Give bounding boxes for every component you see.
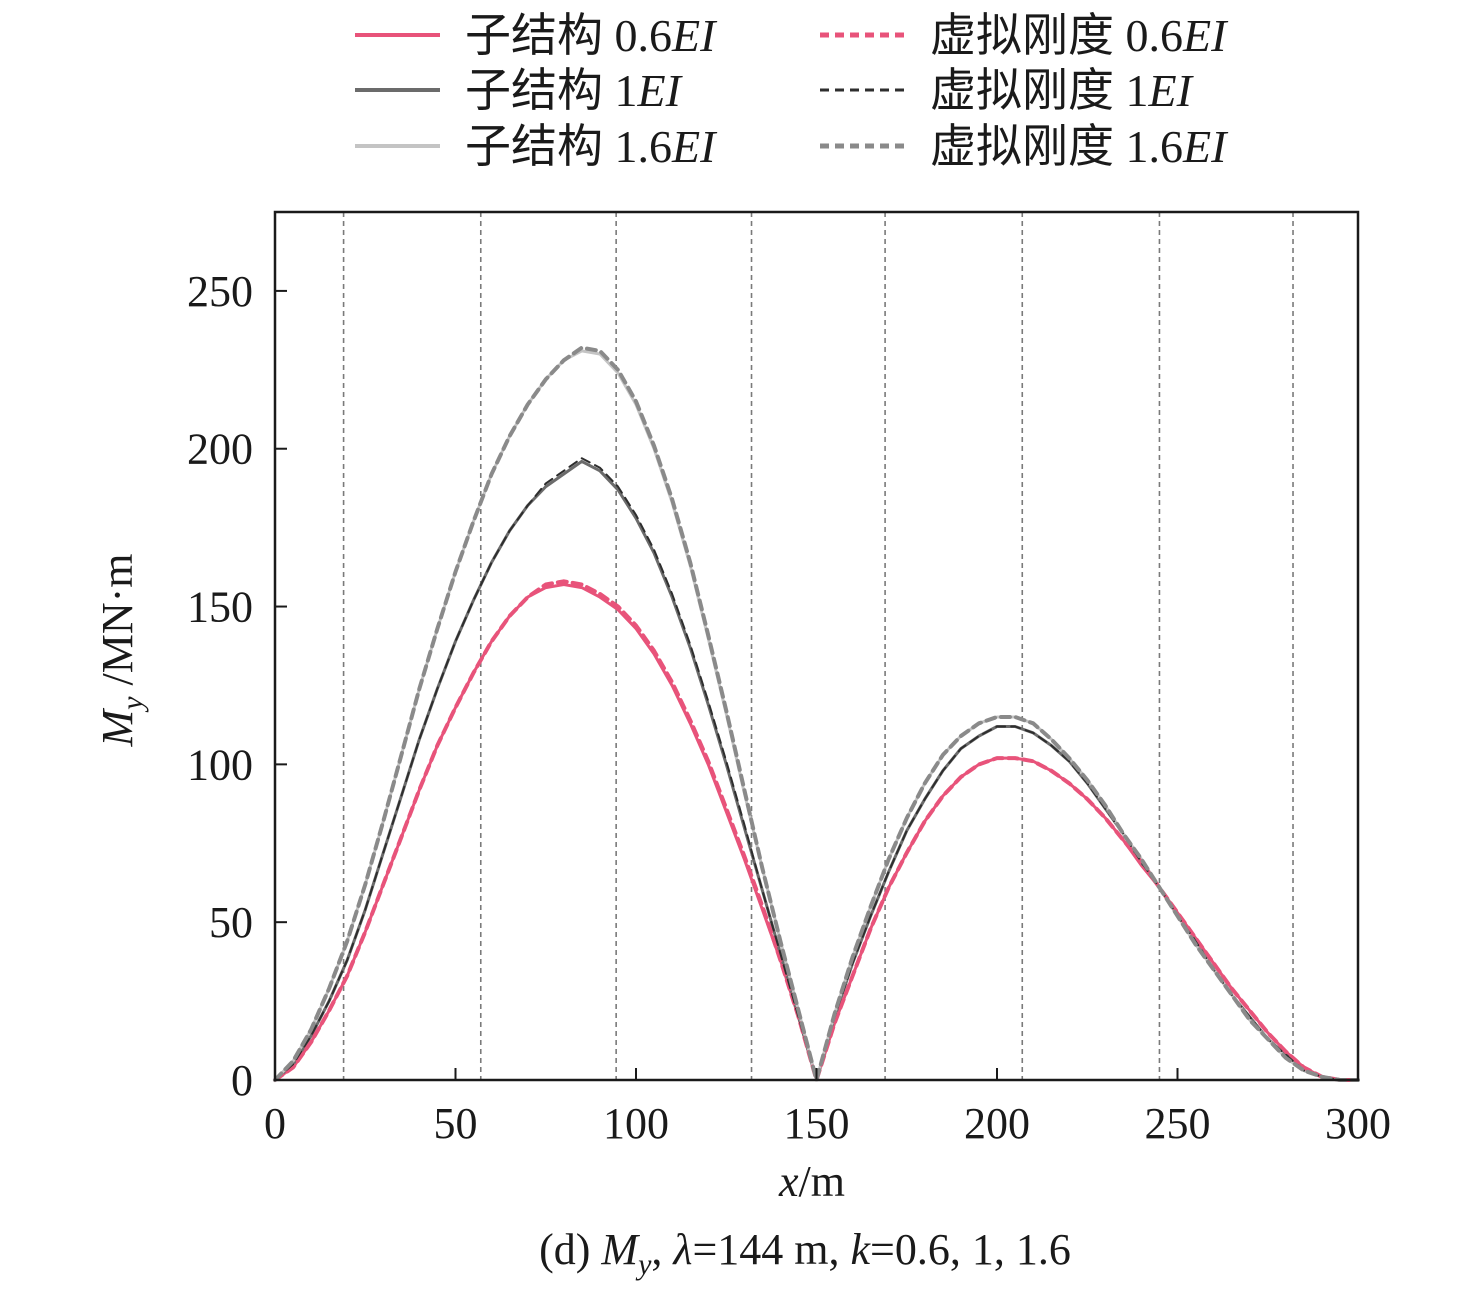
- series-line-5: [273, 345, 1360, 1082]
- legend-label-4: 虚拟刚度 1EI: [930, 65, 1195, 116]
- x-tick-label-6: 300: [1325, 1099, 1391, 1148]
- plot-area: 0 50 100 150 200 250 300 0 50 100 150 200 250: [187, 210, 1391, 1148]
- legend-label-1: 子结构 1EI: [465, 65, 684, 116]
- x-tick-label-1: 50: [434, 1099, 478, 1148]
- legend-label-3: 虚拟刚度 0.6EI: [930, 10, 1229, 61]
- y-tick-label-0: 0: [231, 1056, 253, 1105]
- x-tick-label-3: 150: [784, 1099, 850, 1148]
- x-tick-label-5: 250: [1145, 1099, 1211, 1148]
- axis-ticks: 0 50 100 150 200 250 300 0 50 100 150 200 250: [187, 267, 1391, 1148]
- y-tick-label-2: 100: [187, 740, 253, 789]
- y-axis-label: My /MN·m: [93, 554, 149, 748]
- series-line-2: [273, 349, 1360, 1082]
- plot-frame: [273, 210, 1360, 1082]
- x-tick-label-4: 200: [964, 1099, 1030, 1148]
- legend-label-0: 子结构 0.6EI: [465, 10, 718, 61]
- figure-caption: (d) My, λ=144 m, k=0.6, 1, 1.6: [539, 1225, 1071, 1281]
- y-tick-label-3: 150: [187, 583, 253, 632]
- series-line-4: [274, 457, 1359, 1081]
- x-tick-label-2: 100: [603, 1099, 669, 1148]
- series-line-1: [273, 459, 1360, 1082]
- series-layer: [273, 345, 1360, 1082]
- y-tick-label-4: 200: [187, 425, 253, 474]
- legend-label-5: 虚拟刚度 1.6EI: [930, 121, 1229, 172]
- y-tick-label-1: 50: [209, 898, 253, 947]
- reference-lines: [342, 212, 1294, 1080]
- x-tick-label-0: 0: [264, 1099, 286, 1148]
- series-line-3: [273, 579, 1360, 1082]
- x-axis-label: x/m: [778, 1157, 845, 1206]
- y-tick-label-5: 250: [187, 267, 253, 316]
- legend-label-2: 子结构 1.6EI: [465, 121, 718, 172]
- series-line-0: [273, 583, 1360, 1082]
